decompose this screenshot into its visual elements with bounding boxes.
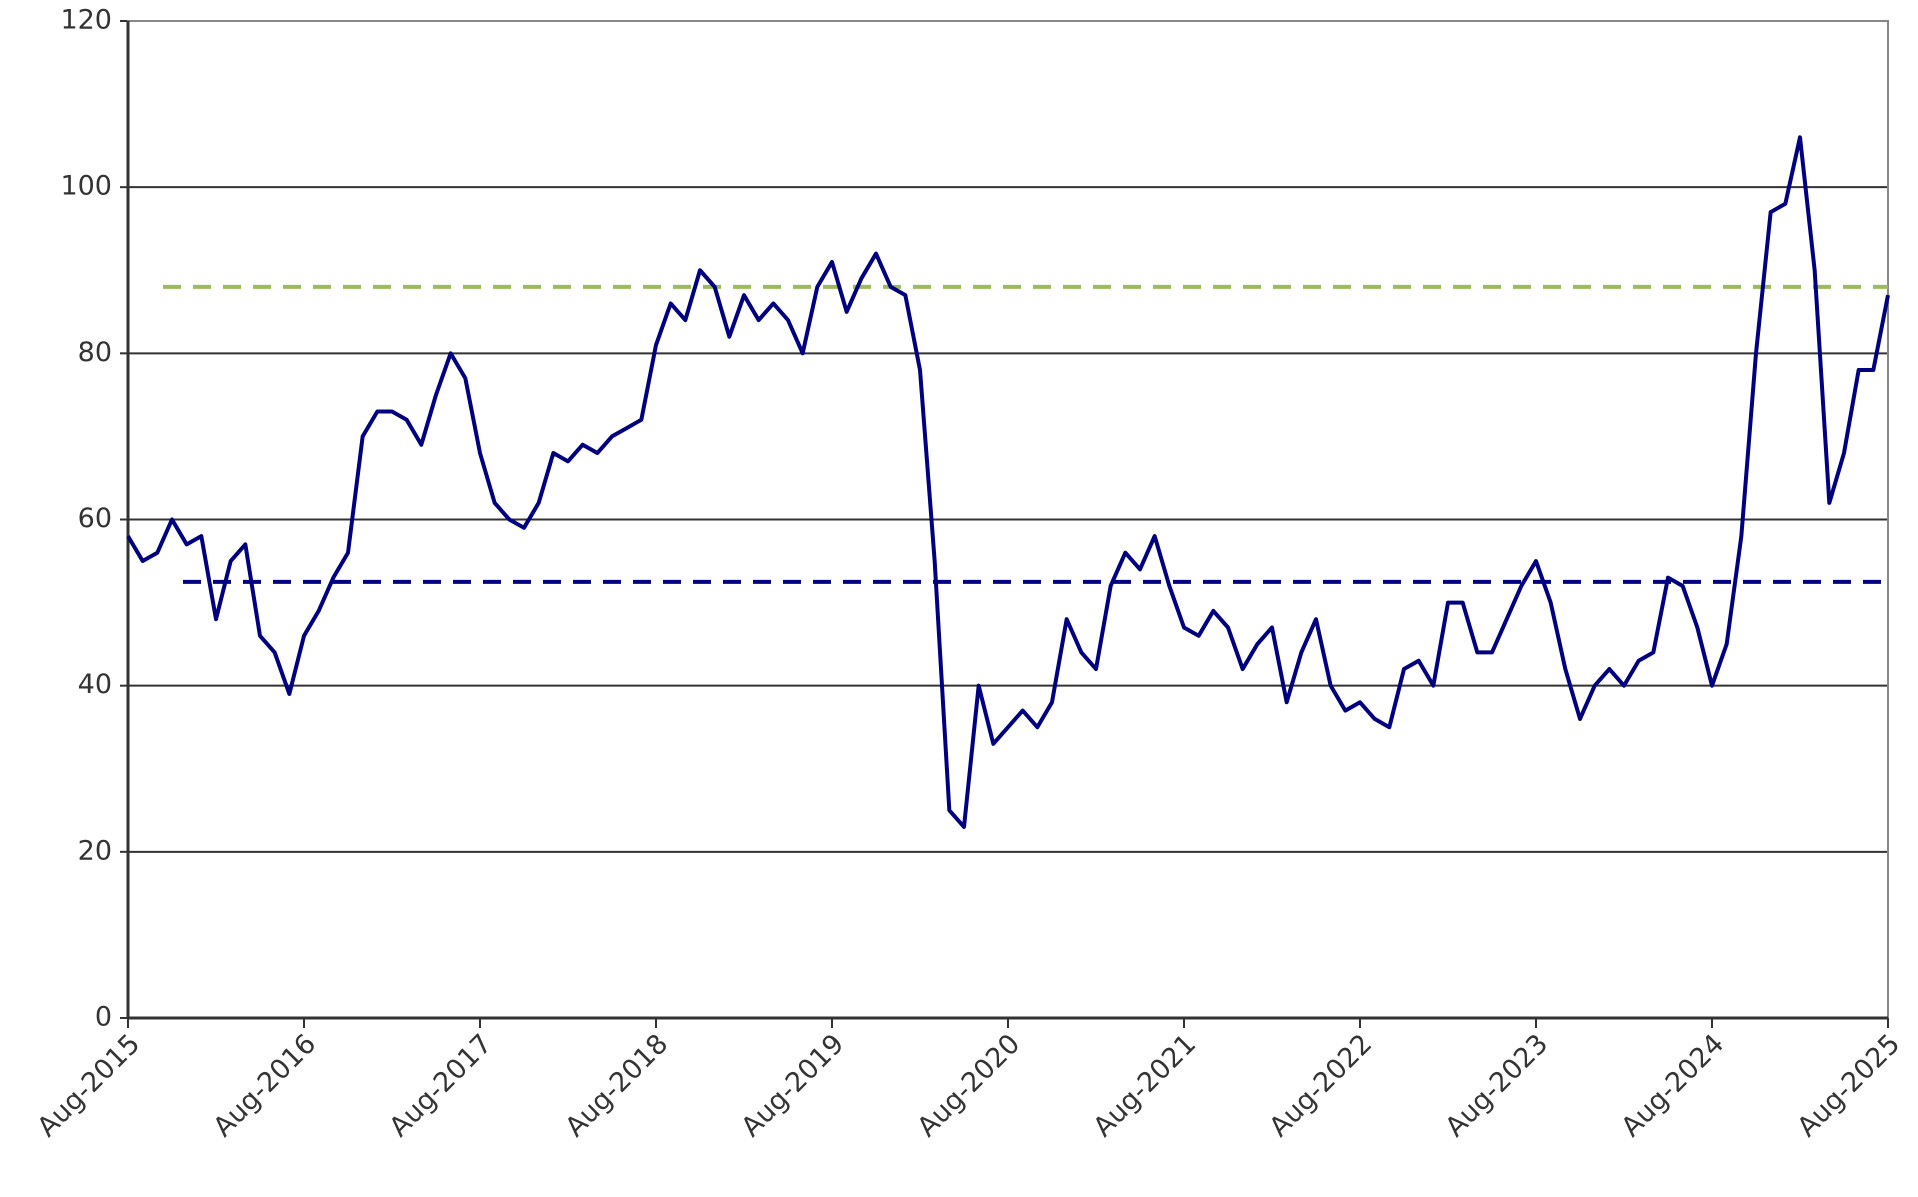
x-tick-label: Aug-2017: [384, 1028, 499, 1143]
x-tick-label: Aug-2018: [560, 1028, 675, 1143]
x-tick-label: Aug-2023: [1440, 1028, 1555, 1143]
data-line: [126, 135, 1890, 829]
y-tick-label: 60: [78, 503, 112, 534]
y-tick-label: 100: [60, 171, 112, 202]
y-tick-label: 120: [60, 5, 112, 36]
x-tick-label: Aug-2016: [208, 1028, 323, 1143]
x-tick-label: Aug-2025: [1792, 1028, 1907, 1143]
x-tick-label: Aug-2015: [32, 1028, 147, 1143]
x-tick-label: Aug-2022: [1264, 1028, 1379, 1143]
x-tick-label: Aug-2019: [736, 1028, 851, 1143]
x-tick-label: Aug-2020: [912, 1028, 1027, 1143]
y-tick-label: 40: [78, 669, 112, 700]
y-tick-label: 80: [78, 337, 112, 368]
x-tick-label: Aug-2024: [1616, 1028, 1731, 1143]
y-tick-label: 20: [78, 835, 112, 866]
x-tick-label: Aug-2021: [1088, 1028, 1203, 1143]
y-tick-label: 0: [95, 1002, 112, 1033]
